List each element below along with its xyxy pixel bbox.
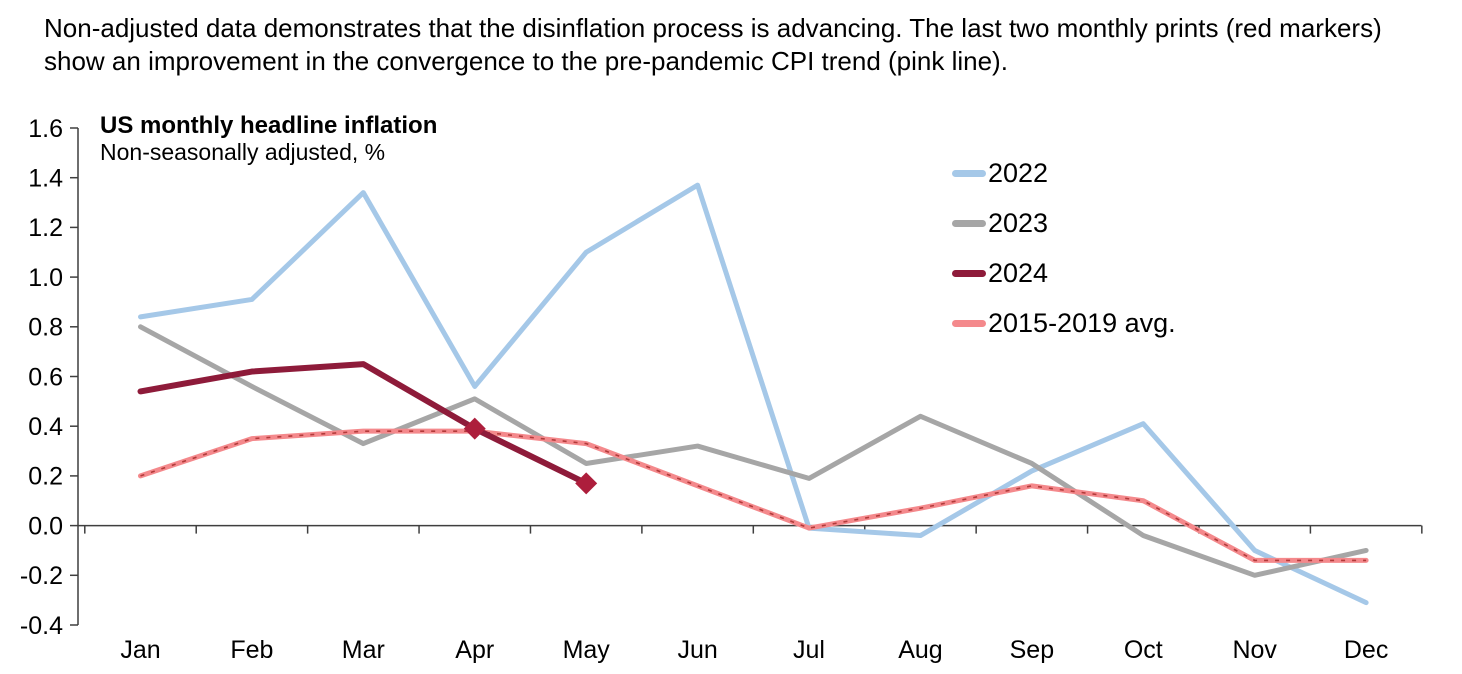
y-tick-label: 1.6 (28, 115, 63, 143)
y-tick-label: -0.4 (20, 612, 63, 640)
legend-item-2023: 2023 (952, 198, 1176, 248)
x-tick-label: Dec (1344, 636, 1388, 664)
x-tick-label: Jun (677, 636, 717, 664)
legend-label-2023: 2023 (988, 207, 1049, 238)
y-tick-label: -0.2 (20, 562, 63, 590)
series-line-dash-overlay (140, 430, 1367, 562)
series-line-2024 (137, 361, 590, 487)
y-tick-label: 1.4 (28, 164, 63, 192)
x-tick-label: Aug (898, 636, 942, 664)
x-tick-label: Feb (230, 636, 273, 664)
x-tick-label: Jan (120, 636, 160, 664)
y-tick-label: 1.2 (28, 214, 63, 242)
header-line-1: Non-adjusted data demonstrates that the … (44, 13, 1382, 43)
diamond-marker-may (575, 472, 598, 495)
chart-title: US monthly headline inflation (100, 112, 438, 139)
x-tick-label: May (563, 636, 611, 664)
legend-swatch-2024 (952, 269, 986, 277)
legend-swatch-2022 (952, 169, 986, 177)
chart-legend: 2022 2023 2024 2015-2019 avg. (952, 148, 1176, 348)
legend-label-2015-2019-avg: 2015-2019 avg. (988, 307, 1176, 338)
header-line-2: show an improvement in the convergence t… (44, 46, 1008, 76)
y-tick-label: 0.4 (28, 413, 63, 441)
legend-label-2022: 2022 (988, 157, 1049, 188)
legend-swatch-2015-2019-avg (952, 319, 986, 327)
legend-item-2024: 2024 (952, 248, 1176, 298)
legend-item-2022: 2022 (952, 148, 1176, 198)
x-tick-label: Nov (1232, 636, 1277, 664)
header-commentary: Non-adjusted data demonstrates that the … (44, 12, 1382, 78)
x-tick-label: Sep (1010, 636, 1054, 664)
legend-label-2024: 2024 (988, 257, 1049, 288)
y-tick-label: 0.8 (28, 314, 63, 342)
series-line-2015-2019-avg- (138, 428, 1369, 563)
y-tick-label: 0.0 (28, 512, 63, 540)
x-tick-label: Mar (342, 636, 385, 664)
y-tick-label: 1.0 (28, 264, 63, 292)
legend-swatch-2023 (952, 219, 986, 227)
x-tick-label: Apr (455, 636, 494, 664)
y-tick-label: 0.6 (28, 363, 63, 391)
chart-subtitle: Non-seasonally adjusted, % (100, 139, 386, 165)
diamond-marker-apr (463, 417, 486, 440)
legend-item-2015-2019-avg: 2015-2019 avg. (952, 298, 1176, 348)
y-tick-label: 0.2 (28, 463, 63, 491)
x-tick-label: Oct (1124, 636, 1163, 664)
series-line-2022 (138, 182, 1369, 606)
x-tick-label: Jul (793, 636, 825, 664)
